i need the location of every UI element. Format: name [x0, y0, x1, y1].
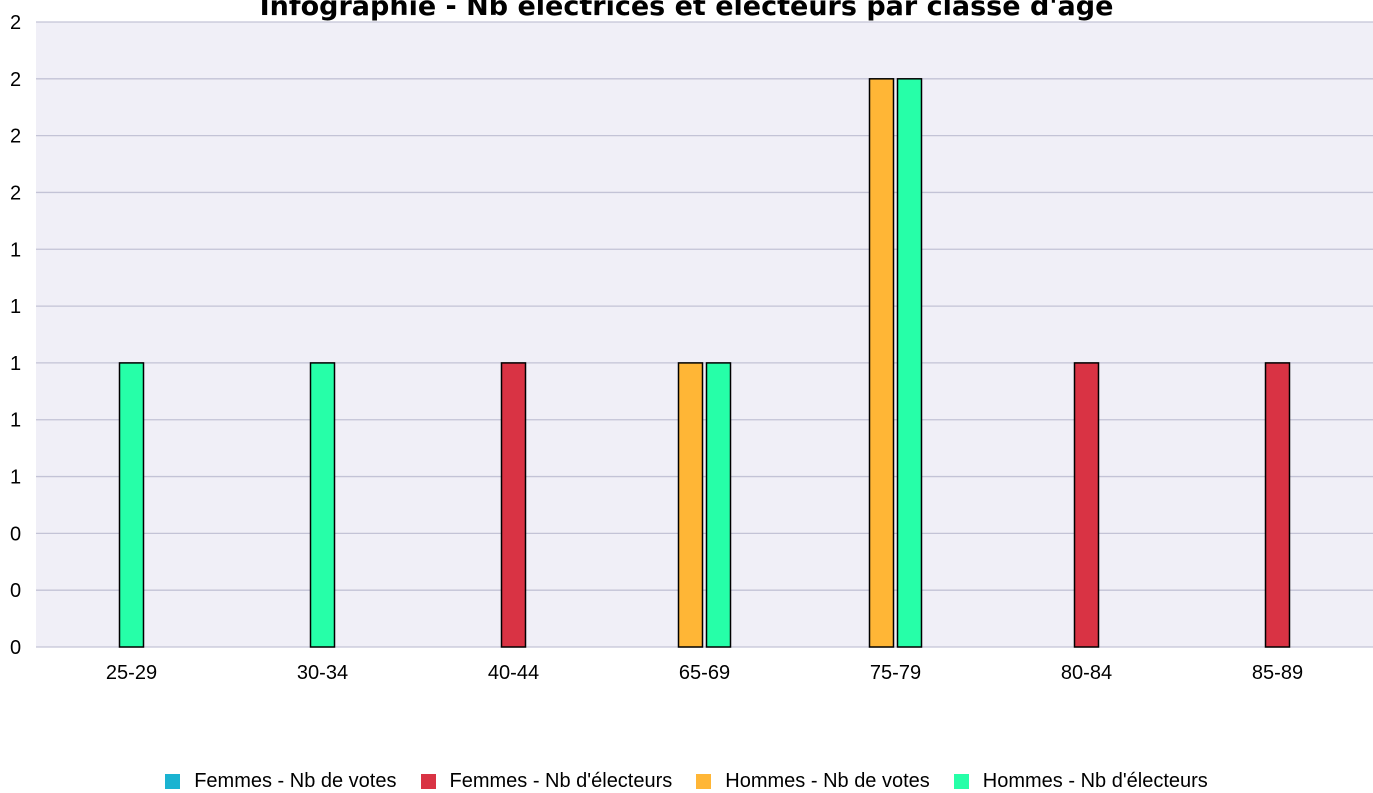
y-axis: 0 0 0 1 1 1 1 1 2 2 2 2 [10, 12, 21, 659]
x-tick-label: 40-44 [488, 662, 539, 684]
x-tick-label: 85-89 [1252, 662, 1303, 684]
y-tick-label: 2 [10, 182, 21, 204]
bar [677, 362, 704, 648]
legend-label: Hommes - Nb de votes [725, 770, 930, 792]
legend: Femmes - Nb de votes Femmes - Nb d'électe… [0, 770, 1373, 793]
chart-title: Infographie - Nb électrices et électeurs… [259, 0, 1114, 22]
bar [896, 78, 923, 648]
y-tick-label: 1 [10, 467, 21, 489]
y-tick-label: 1 [10, 353, 21, 375]
bar [1264, 362, 1291, 648]
legend-swatch [953, 774, 969, 789]
y-tick-label: 0 [10, 637, 21, 659]
legend-swatch [165, 774, 181, 789]
legend-label: Hommes - Nb d'électeurs [982, 770, 1208, 792]
bar [1073, 362, 1100, 648]
grid-lines [36, 21, 1373, 648]
y-tick-label: 0 [10, 580, 21, 602]
bar [868, 78, 895, 648]
legend-item[interactable]: Hommes - Nb d'électeurs [953, 770, 1208, 793]
bar [309, 362, 336, 648]
y-tick-label: 2 [10, 12, 21, 34]
x-tick-label: 25-29 [106, 662, 157, 684]
y-tick-label: 1 [10, 410, 21, 432]
x-tick-label: 80-84 [1061, 662, 1112, 684]
bar [705, 362, 732, 648]
x-tick-label: 65-69 [679, 662, 730, 684]
x-tick-label: 75-79 [870, 662, 921, 684]
x-axis: 25-29 30-34 40-44 65-69 75-79 80-84 85-89 [106, 662, 1303, 684]
y-tick-label: 2 [10, 126, 21, 148]
x-tick-label: 30-34 [297, 662, 348, 684]
legend-item[interactable]: Femmes - Nb de votes [165, 770, 397, 793]
y-tick-label: 1 [10, 239, 21, 261]
legend-label: Femmes - Nb de votes [194, 770, 397, 792]
legend-label: Femmes - Nb d'électeurs [449, 770, 673, 792]
y-tick-label: 0 [10, 523, 21, 545]
y-tick-label: 2 [10, 69, 21, 91]
legend-item[interactable]: Femmes - Nb d'électeurs [420, 770, 673, 793]
legend-swatch [420, 774, 436, 789]
bars [118, 78, 1291, 648]
bar [118, 362, 145, 648]
plot-background [36, 22, 1373, 647]
bar [500, 362, 527, 648]
y-tick-label: 1 [10, 296, 21, 318]
legend-swatch [696, 774, 712, 789]
legend-item[interactable]: Hommes - Nb de votes [696, 770, 930, 793]
